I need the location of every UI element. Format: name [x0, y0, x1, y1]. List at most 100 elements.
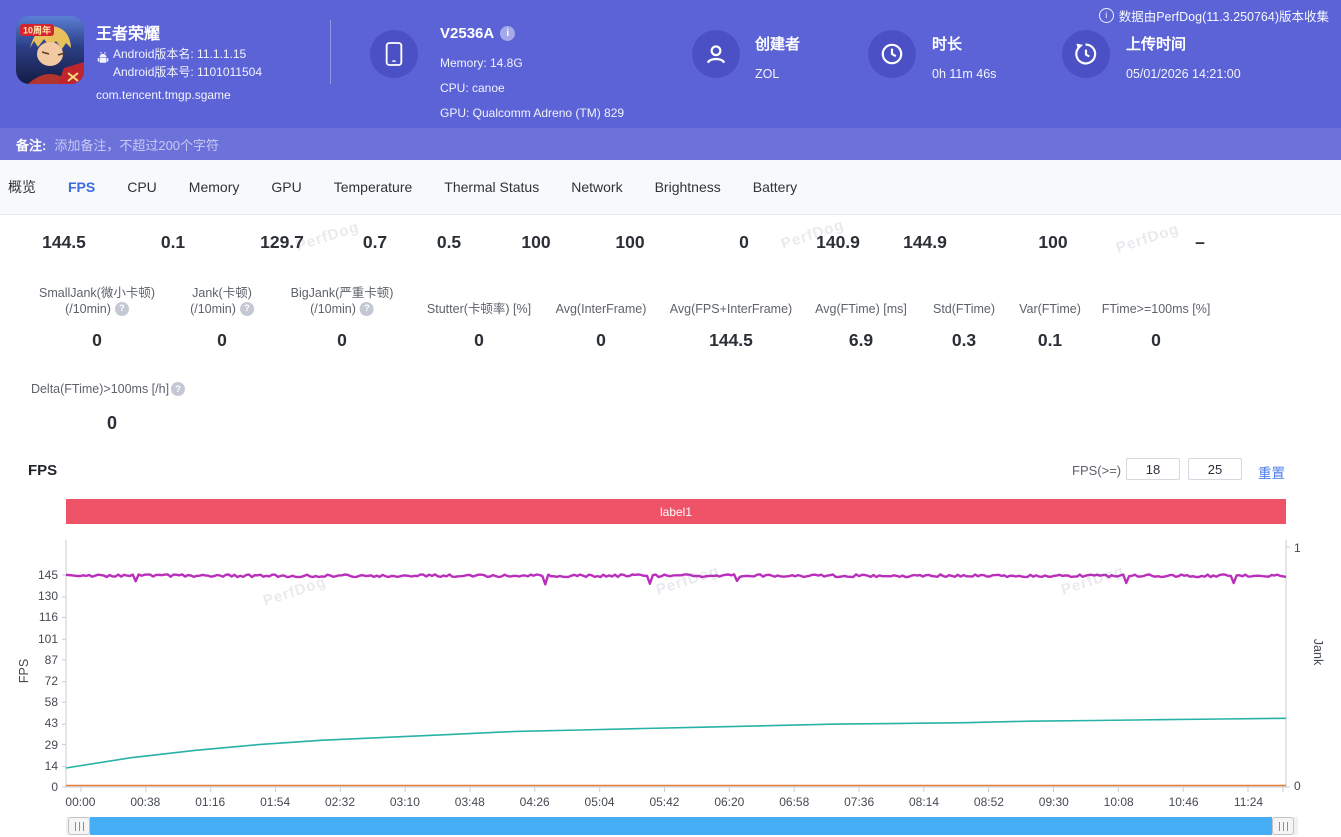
- device-icon: [370, 30, 418, 78]
- x-tick: 03:48: [437, 795, 502, 809]
- stat-value-row1: 144.5: [42, 232, 86, 253]
- chart-range-scrollbar[interactable]: [66, 817, 1298, 835]
- device-memory: Memory: 14.8G: [440, 56, 523, 70]
- stat-value: 6.9: [849, 330, 873, 351]
- fps-line-chart: [60, 540, 1292, 793]
- stat-value: 0: [217, 330, 227, 351]
- x-tick: 00:00: [48, 795, 113, 809]
- stat-value: 0: [92, 330, 102, 351]
- y-tick: 87: [20, 653, 58, 667]
- fps-min-input[interactable]: [1126, 458, 1180, 480]
- y-tick: 72: [20, 674, 58, 688]
- app-name: 王者荣耀: [96, 20, 160, 44]
- help-icon[interactable]: ?: [240, 302, 254, 316]
- y-tick: 116: [20, 610, 58, 624]
- tab-bar: 概览 FPS CPU Memory GPU Temperature Therma…: [0, 160, 1341, 215]
- stat-value: 0.1: [1038, 330, 1062, 351]
- label1-text: label1: [660, 505, 692, 519]
- scrollbar-right-handle[interactable]: [1272, 817, 1294, 835]
- tab-temperature[interactable]: Temperature: [334, 179, 413, 195]
- perfdog-report-page: i 数据由PerfDog(11.3.250764)版本收集 10周年: [0, 0, 1341, 837]
- device-cpu: CPU: canoe: [440, 81, 505, 95]
- device-info-icon[interactable]: i: [500, 26, 515, 41]
- stat-value: 0: [1151, 330, 1161, 351]
- tab-fps[interactable]: FPS: [68, 179, 95, 195]
- grip-icon: [1279, 822, 1288, 831]
- stat-value-row1: 129.7: [260, 232, 304, 253]
- x-tick: 03:10: [372, 795, 437, 809]
- stat-value-row1: 0.7: [363, 232, 387, 253]
- fps-max-input[interactable]: [1188, 458, 1242, 480]
- help-icon[interactable]: ?: [360, 302, 374, 316]
- upload-time-label: 上传时间: [1126, 33, 1186, 54]
- stat-value-row1: 0.5: [437, 232, 461, 253]
- app-icon-badge: 10周年: [23, 25, 51, 36]
- notes-input[interactable]: 备注: 添加备注，不超过200个字符: [0, 128, 1341, 160]
- x-tick: 02:32: [308, 795, 373, 809]
- right-y-tick: 0: [1294, 779, 1314, 793]
- device-model: V2536A i: [440, 25, 515, 42]
- stat-label-stutter: Stutter(卡顿率) [%]: [427, 283, 531, 317]
- x-tick: 10:46: [1151, 795, 1216, 809]
- stat-value: 144.5: [709, 330, 753, 351]
- stat-value-row1: 0: [739, 232, 749, 253]
- tab-thermal-status[interactable]: Thermal Status: [444, 179, 539, 195]
- stat-label-var-ftime: Var(FTime): [1019, 283, 1081, 317]
- tab-battery[interactable]: Battery: [753, 179, 797, 195]
- stat-value-row1: 144.9: [903, 232, 947, 253]
- upload-time-value: 05/01/2026 14:21:00: [1126, 67, 1241, 81]
- scrollbar-range[interactable]: [90, 817, 1272, 835]
- tab-brightness[interactable]: Brightness: [655, 179, 721, 195]
- x-tick: 06:20: [697, 795, 762, 809]
- creator-label: 创建者: [755, 33, 800, 54]
- x-tick: 05:04: [567, 795, 632, 809]
- tab-gpu[interactable]: GPU: [271, 179, 301, 195]
- report-header: i 数据由PerfDog(11.3.250764)版本收集 10周年: [0, 0, 1341, 128]
- x-tick: 00:38: [113, 795, 178, 809]
- stat-value-row1: 140.9: [816, 232, 860, 253]
- x-tick: 08:52: [956, 795, 1021, 809]
- info-icon: i: [1099, 8, 1114, 23]
- stat-label-avg-ftime: Avg(FTime) [ms]: [815, 283, 907, 317]
- header-divider: [330, 20, 331, 84]
- label1-banner[interactable]: label1: [66, 499, 1286, 524]
- y-tick: 145: [20, 568, 58, 582]
- device-gpu: GPU: Qualcomm Adreno (TM) 829: [440, 106, 624, 120]
- stat-value-row1: 100: [615, 232, 644, 253]
- stat-value: 0.3: [952, 330, 976, 351]
- grip-icon: [75, 822, 84, 831]
- y-tick: 43: [20, 716, 58, 730]
- help-icon[interactable]: ?: [171, 382, 185, 396]
- help-icon[interactable]: ?: [115, 302, 129, 316]
- scrollbar-left-handle[interactable]: [68, 817, 90, 835]
- stat-value-row1: 0.1: [161, 232, 185, 253]
- x-tick: 05:42: [632, 795, 697, 809]
- y-tick: 29: [20, 738, 58, 752]
- fps-filter-label: FPS(>=): [1072, 463, 1121, 478]
- reset-button[interactable]: 重置: [1258, 462, 1285, 482]
- upload-time-icon: [1062, 30, 1110, 78]
- creator-value: ZOL: [755, 67, 779, 81]
- collect-note-text: 数据由PerfDog(11.3.250764)版本收集: [1119, 6, 1329, 25]
- y-axis-title-jank: Jank: [1311, 632, 1325, 672]
- y-tick: 0: [20, 780, 58, 794]
- data-collect-note: i 数据由PerfDog(11.3.250764)版本收集: [1099, 6, 1329, 25]
- x-tick: 10:08: [1086, 795, 1151, 809]
- x-axis-labels: 00:0000:38 01:1601:54 02:3203:10 03:4804…: [48, 795, 1281, 809]
- android-version-name: Android版本名: 11.1.1.15: [113, 45, 246, 62]
- stat-value: 0: [337, 330, 347, 351]
- package-name: com.tencent.tmgp.sgame: [96, 88, 231, 102]
- tab-network[interactable]: Network: [571, 179, 622, 195]
- stat-label-smalljank: SmallJank(微小卡顿) (/10min)?: [39, 283, 155, 317]
- tab-cpu[interactable]: CPU: [127, 179, 157, 195]
- y-tick: 101: [20, 632, 58, 646]
- duration-value: 0h 11m 46s: [932, 67, 996, 81]
- stat-label-delta-ftime: Delta(FTime)>100ms [/h]?: [31, 382, 185, 396]
- stat-label-bigjank: BigJank(严重卡顿) (/10min)?: [291, 283, 394, 317]
- tab-overview[interactable]: 概览: [8, 177, 36, 197]
- stat-label-std-ftime: Std(FTime): [933, 283, 995, 317]
- tab-memory[interactable]: Memory: [189, 179, 240, 195]
- x-tick: 11:24: [1216, 795, 1281, 809]
- x-tick: 04:26: [502, 795, 567, 809]
- stat-value-row1: –: [1195, 232, 1205, 253]
